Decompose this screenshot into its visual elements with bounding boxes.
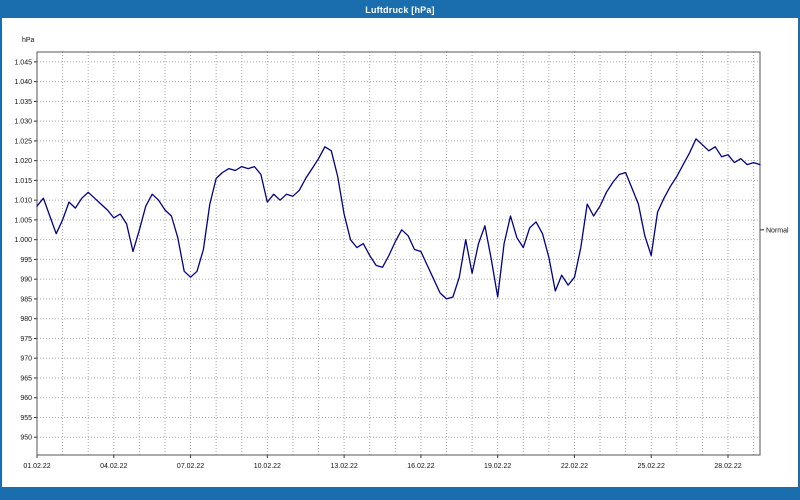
y-tick-label: 980: [20, 316, 32, 323]
normal-marker-label: Normal: [766, 227, 789, 234]
y-tick-label: 950: [20, 435, 32, 442]
pressure-line: [36, 138, 761, 300]
x-tick-label: 19.02.22: [484, 463, 511, 470]
x-tick-label: 01.02.22: [23, 463, 50, 470]
y-tick-label: 1.020: [14, 158, 32, 165]
window-title: Luftdruck [hPa]: [365, 5, 435, 15]
x-tick-label: 07.02.22: [177, 463, 204, 470]
y-tick-label: 1.000: [14, 237, 32, 244]
y-tick-label: 1.015: [14, 178, 32, 185]
y-tick-label: 1.045: [14, 59, 32, 66]
y-tick-label: 970: [20, 356, 32, 363]
x-tick-label: 22.02.22: [561, 463, 588, 470]
y-tick-label: 965: [20, 375, 32, 382]
x-tick-label: 16.02.22: [407, 463, 434, 470]
y-tick-label: 1.030: [14, 119, 32, 126]
x-tick-label: 28.02.22: [714, 463, 741, 470]
y-tick-label: 975: [20, 336, 32, 343]
window-bottom-bar: [2, 487, 798, 498]
y-tick-label: 1.010: [14, 198, 32, 205]
y-axis-unit-label: hPa: [22, 37, 35, 44]
x-tick-label: 04.02.22: [100, 463, 127, 470]
x-tick-label: 13.02.22: [330, 463, 357, 470]
y-tick-label: 960: [20, 395, 32, 402]
y-tick-label: 955: [20, 415, 32, 422]
plot-frame: [36, 51, 761, 456]
pressure-chart-canvas: 1.045 1.040 1.035 1.030 1.025 1.020 1.015 1.010…: [14, 37, 789, 470]
y-tick-label: 985: [20, 296, 32, 303]
x-tick-label: 10.02.22: [254, 463, 281, 470]
y-tick-label: 1.025: [14, 138, 32, 145]
y-tick-label: 990: [20, 277, 32, 284]
y-tick-label: 1.040: [14, 79, 32, 86]
y-tick-label: 995: [20, 257, 32, 264]
chart-area: 1.045 1.040 1.035 1.030 1.025 1.020 1.015 1.010…: [2, 18, 798, 487]
window-title-bar: Luftdruck [hPa]: [2, 2, 798, 18]
y-tick-label: 1.035: [14, 99, 32, 106]
y-tick-label: 1.005: [14, 217, 32, 224]
x-tick-label: 25.02.22: [638, 463, 665, 470]
